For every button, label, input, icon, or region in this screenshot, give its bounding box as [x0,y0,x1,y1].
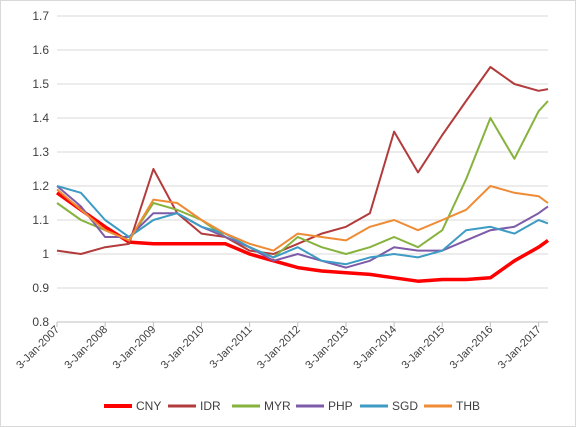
series-line-cny [55,191,550,283]
y-tick-label: 1 [42,247,49,261]
x-tick-label: 3-Jan-2015 [400,324,448,372]
legend-label-idr: IDR [200,399,221,413]
legend-label-myr: MYR [264,399,291,413]
x-axis: 3-Jan-2007 3-Jan-2008 3-Jan-2009 3-Jan-2010… [14,321,548,372]
legend-label-php: PHP [328,399,353,413]
y-tick-label: 0.9 [32,281,49,295]
y-tick-label: 1.5 [32,77,49,91]
y-tick-label: 1.2 [32,179,49,193]
y-tick-label: 1.4 [32,111,49,125]
series-line-sgd [56,185,549,266]
x-tick-label: 3-Jan-2007 [14,324,62,372]
x-tick-label: 3-Jan-2008 [62,324,110,372]
y-tick-label: 1.7 [32,9,49,23]
x-tick-label: 3-Jan-2009 [111,324,159,372]
series-line-thb [56,185,549,252]
gridlines [57,15,548,323]
x-tick-label: 3-Jan-2017 [496,324,544,372]
series-line-php [56,185,549,269]
x-tick-label: 3-Jan-2014 [351,324,399,372]
x-tick-label: 3-Jan-2016 [448,324,496,372]
series-lines [55,66,550,283]
legend-label-thb: THB [456,399,480,413]
y-tick-label: 1.1 [32,213,49,227]
legend-label-sgd: SGD [392,399,418,413]
y-tick-label: 1.6 [32,43,49,57]
legend-label-cny: CNY [136,399,161,413]
y-axis-ticks: 0.8 0.9 1 1.1 1.2 1.3 1.4 1.5 1.6 1.7 [32,9,49,329]
y-tick-label: 0.8 [32,315,49,329]
legend: CNY IDR MYR PHP SGD THB [104,399,480,413]
x-tick-label: 3-Jan-2010 [159,324,207,372]
x-tick-label: 3-Jan-2012 [255,324,303,372]
y-tick-label: 1.3 [32,145,49,159]
x-tick-label: 3-Jan-2011 [207,324,254,371]
x-tick-label: 3-Jan-2013 [303,324,351,372]
series-line-idr [56,66,549,255]
